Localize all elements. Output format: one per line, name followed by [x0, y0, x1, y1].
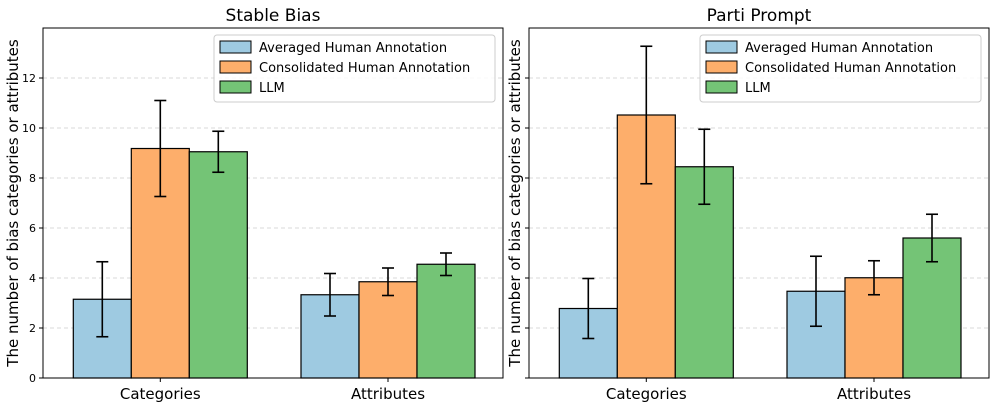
y-tick-label: 2 [29, 322, 36, 335]
legend-swatch-1 [705, 40, 738, 54]
plot-frame [528, 27, 990, 379]
y-axis-label: The number of bias categories or attribu… [506, 39, 524, 368]
legend: Averaged Human Annotation Consolidated Hu… [213, 34, 496, 103]
error-bar [324, 272, 336, 317]
y-axis-label: The number of bias categories or attribu… [4, 39, 22, 368]
error-bar [810, 255, 822, 328]
error-bar [868, 259, 880, 296]
legend-swatch-3 [219, 80, 252, 94]
legend: Averaged Human Annotation Consolidated Hu… [699, 34, 982, 103]
legend-box [213, 34, 496, 103]
y-tick-label: 10 [22, 122, 36, 135]
plot-frame [42, 27, 504, 379]
error-bar [212, 130, 225, 174]
error-bar [926, 213, 938, 263]
y-tick-label: 6 [29, 222, 36, 235]
legend-label-1: Averaged Human Annotation [259, 41, 447, 56]
y-tick-label: 0 [29, 372, 36, 385]
legend-swatch-2 [219, 60, 252, 74]
bar-categories-3 [188, 151, 248, 379]
chart-panel-2: Categories Attributes Parti Prompt The numb… [506, 6, 990, 403]
chart-title: Parti Prompt [707, 6, 812, 26]
x-tick-label: Attributes [351, 385, 425, 403]
legend-label-3: LLM [259, 81, 285, 96]
y-tick-label: 8 [29, 172, 36, 185]
legend-box [699, 34, 982, 103]
error-bar [582, 277, 595, 340]
legend-label-1: Averaged Human Annotation [745, 41, 933, 56]
bar-attributes-3 [416, 263, 476, 379]
y-tick-label: 4 [29, 272, 36, 285]
legend-label-2: Consolidated Human Annotation [745, 61, 956, 76]
error-bar [154, 99, 167, 198]
legend-swatch-2 [705, 60, 738, 74]
error-bar [96, 260, 109, 338]
chart-title: Stable Bias [226, 6, 321, 26]
legend-label-3: LLM [745, 81, 771, 96]
legend-label-2: Consolidated Human Annotation [259, 61, 470, 76]
x-tick-label: Attributes [837, 385, 911, 403]
chart-panel-1: 0 2 4 6 8 10 12 Categories Attributes Stable Bias… [4, 6, 504, 403]
x-tick-label: Categories [606, 385, 687, 403]
error-bar [640, 45, 653, 185]
y-tick-label: 12 [22, 72, 36, 85]
legend-swatch-1 [219, 40, 252, 54]
error-bar [440, 252, 452, 277]
legend-swatch-3 [705, 80, 738, 94]
error-bar [698, 128, 711, 206]
error-bar [382, 267, 394, 297]
x-tick-label: Categories [120, 385, 201, 403]
